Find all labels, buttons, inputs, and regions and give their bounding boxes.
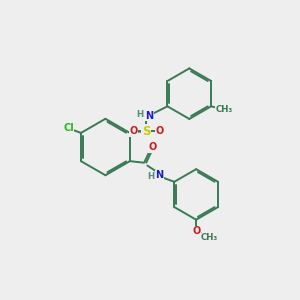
Text: Cl: Cl <box>63 124 74 134</box>
Text: S: S <box>142 125 151 138</box>
Text: CH₃: CH₃ <box>215 105 232 114</box>
Text: CH₃: CH₃ <box>200 233 218 242</box>
Text: H: H <box>147 172 155 181</box>
Text: O: O <box>155 126 164 136</box>
Text: O: O <box>129 126 137 136</box>
Text: O: O <box>148 142 156 152</box>
Text: N: N <box>155 170 164 180</box>
Text: O: O <box>192 226 200 236</box>
Text: N: N <box>145 111 153 121</box>
Text: H: H <box>136 110 143 119</box>
